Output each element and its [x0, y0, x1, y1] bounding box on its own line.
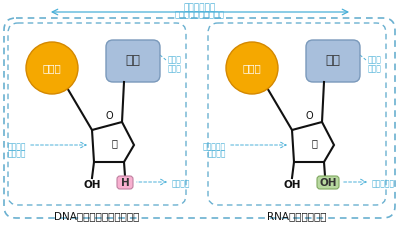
Text: H: H: [120, 177, 129, 188]
Text: リン酸: リン酸: [243, 63, 261, 73]
Text: ヒドロキシ: ヒドロキシ: [203, 142, 226, 151]
Text: リボース: リボース: [8, 149, 26, 158]
Text: OH: OH: [83, 180, 101, 190]
Text: リン酸: リン酸: [43, 63, 61, 73]
Text: の配列: の配列: [368, 64, 382, 73]
Text: ヌクレオチド: ヌクレオチド: [184, 3, 216, 12]
Polygon shape: [92, 122, 134, 162]
Text: 糖: 糖: [311, 138, 317, 148]
Circle shape: [226, 42, 278, 94]
Text: （リン酸・糖・塩基）: （リン酸・糖・塩基）: [175, 10, 225, 19]
Text: OH: OH: [283, 180, 301, 190]
Text: デオキシ: デオキシ: [8, 142, 26, 151]
Text: ４種類: ４種類: [168, 55, 182, 64]
Text: デオキシ: デオキシ: [172, 179, 190, 188]
Text: 塩基: 塩基: [326, 55, 340, 67]
Text: OH: OH: [319, 177, 337, 188]
Text: の配列: の配列: [168, 64, 182, 73]
Text: O: O: [105, 111, 113, 121]
FancyBboxPatch shape: [117, 176, 133, 189]
Text: RNA（リボ核酸）: RNA（リボ核酸）: [267, 211, 327, 221]
Polygon shape: [292, 122, 334, 162]
Text: ヒドロキシ: ヒドロキシ: [372, 179, 395, 188]
Circle shape: [26, 42, 78, 94]
Text: リボース: リボース: [207, 149, 226, 158]
Text: 塩基: 塩基: [126, 55, 140, 67]
FancyBboxPatch shape: [317, 176, 339, 189]
Text: 糖: 糖: [111, 138, 117, 148]
Text: DNA（デオキシリボ核酸）: DNA（デオキシリボ核酸）: [54, 211, 140, 221]
Text: O: O: [305, 111, 313, 121]
FancyBboxPatch shape: [306, 40, 360, 82]
FancyBboxPatch shape: [106, 40, 160, 82]
Text: ４種類: ４種類: [368, 55, 382, 64]
